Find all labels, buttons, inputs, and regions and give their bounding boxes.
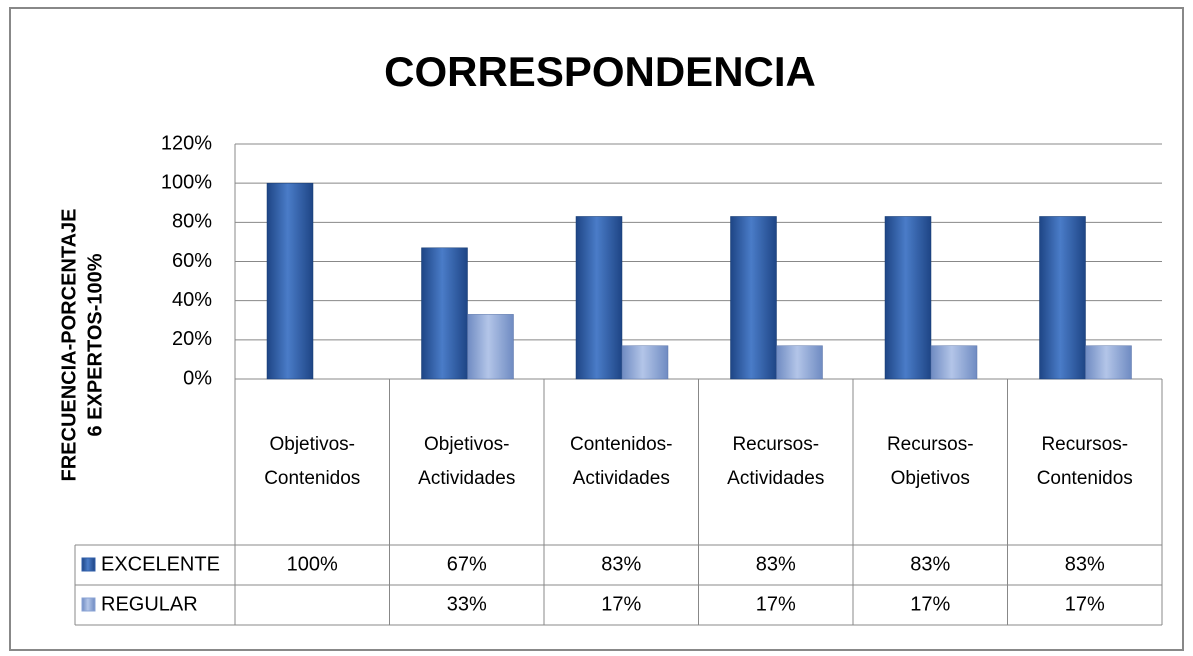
y-axis-label: 6 EXPERTOS-100% (84, 253, 106, 436)
data-table-value: 17% (1065, 593, 1105, 615)
legend-label: REGULAR (101, 593, 198, 615)
data-table-value: 83% (910, 553, 950, 575)
bar (730, 216, 777, 380)
y-tick-label: 120% (161, 132, 212, 154)
y-tick-label: 40% (172, 289, 212, 311)
x-tick-label: Recursos-Objetivos (853, 379, 1008, 545)
y-tick-label: 20% (172, 328, 212, 350)
data-table-value: 33% (447, 593, 487, 615)
bar (884, 216, 932, 380)
bar (421, 247, 468, 380)
bar (1039, 216, 1086, 380)
x-tick-text: Objetivos-Contenidos (264, 434, 361, 489)
x-tick-text: Recursos-Objetivos (886, 434, 974, 489)
data-table-value: 17% (910, 593, 950, 615)
x-tick-text: Recursos-Actividades (727, 434, 825, 489)
y-axis-label: FRECUENCIA-PORCENTAJE (58, 209, 80, 482)
legend-swatch (81, 557, 96, 572)
legend-swatch (81, 597, 96, 612)
y-tick-label: 80% (172, 211, 212, 233)
data-table-value: 83% (601, 553, 641, 575)
y-tick-label: 100% (161, 171, 212, 193)
x-tick-text: Objetivos-Actividades (418, 434, 516, 489)
bar (1085, 345, 1132, 380)
x-tick-label: Recursos-Actividades (699, 379, 854, 545)
x-tick-text: Recursos-Contenidos (1036, 434, 1133, 489)
y-tick-label: 60% (172, 250, 212, 272)
x-tick-text: Contenidos-Actividades (570, 434, 673, 489)
bar (575, 216, 623, 380)
y-tick-label: 0% (183, 367, 212, 389)
bar (776, 345, 823, 380)
x-tick-label: Objetivos-Contenidos (235, 379, 390, 545)
bar (930, 345, 978, 380)
x-tick-label: Contenidos-Actividades (544, 379, 699, 545)
data-table-value: 67% (447, 553, 487, 575)
bar (621, 345, 669, 380)
data-table-value: 17% (601, 593, 641, 615)
data-table-value: 83% (1065, 553, 1105, 575)
bar (467, 314, 514, 380)
data-table-value: 100% (287, 553, 338, 575)
data-table-value: 83% (756, 553, 796, 575)
x-tick-label: Recursos-Contenidos (1008, 379, 1163, 545)
chart-title: CORRESPONDENCIA (384, 48, 816, 95)
bar (266, 182, 314, 380)
x-tick-label: Objetivos-Actividades (390, 379, 545, 545)
data-table-value: 17% (756, 593, 796, 615)
legend-label: EXCELENTE (101, 553, 220, 575)
